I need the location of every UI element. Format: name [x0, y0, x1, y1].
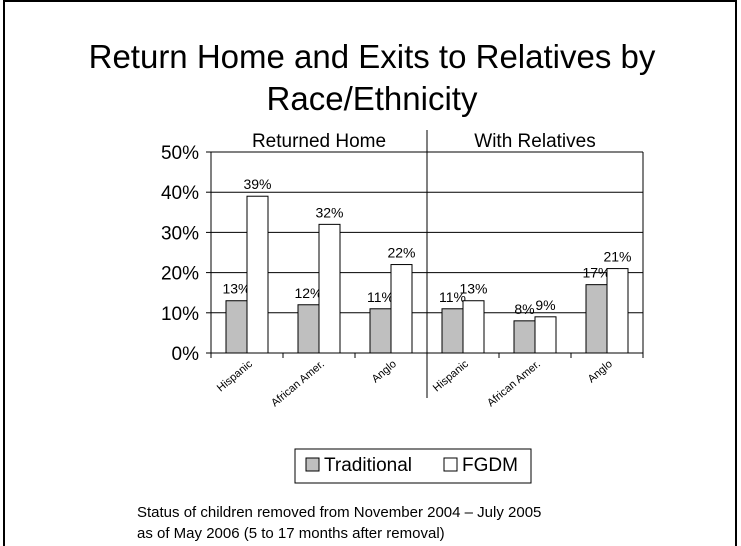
data-label: 17% — [582, 265, 610, 281]
data-label: 11% — [367, 289, 394, 305]
data-label: 12% — [294, 285, 322, 301]
data-label: 22% — [387, 245, 415, 261]
bar-traditional — [297, 304, 320, 354]
bar-traditional — [585, 284, 608, 354]
y-tick-label: 50% — [161, 143, 199, 164]
legend-swatch — [305, 457, 320, 472]
data-label: 8% — [514, 301, 534, 317]
x-tick-label: Anglo — [370, 358, 399, 385]
x-tick-label: African Amer. — [269, 358, 327, 409]
data-label: 13% — [459, 281, 487, 297]
x-tick-label: African Amer. — [485, 358, 543, 409]
slide: Return Home and Exits to Relatives by Ra… — [3, 0, 737, 546]
bar-traditional — [441, 308, 464, 354]
y-tick-label: 40% — [161, 183, 199, 204]
footnote: Status of children removed from November… — [137, 502, 541, 544]
y-tick-label: 10% — [161, 304, 199, 325]
bar-fgdm — [606, 268, 629, 354]
bar-fgdm — [390, 264, 413, 354]
x-tick-label: Hispanic — [215, 358, 255, 395]
bar-traditional — [513, 320, 536, 354]
bar-fgdm — [246, 195, 269, 354]
bar-fgdm — [318, 223, 341, 354]
bar-fgdm — [462, 300, 485, 354]
bar-traditional — [369, 308, 392, 354]
footnote-line1: Status of children removed from November… — [137, 504, 542, 521]
x-tick-label: Hispanic — [431, 358, 471, 395]
group-label: Returned Home — [252, 131, 386, 152]
y-tick-label: 0% — [172, 344, 200, 365]
y-tick-label: 30% — [161, 223, 199, 244]
legend-label: FGDM — [462, 455, 518, 476]
data-label: 9% — [535, 297, 555, 313]
legend — [294, 448, 532, 484]
data-label: 39% — [243, 176, 271, 192]
bar-traditional — [225, 300, 248, 354]
x-tick-label: Anglo — [586, 358, 615, 385]
bar-chart: 0% 10% 20% 30% 40% 50% Returned Home With Relat… — [161, 130, 644, 484]
footnote-line2: as of May 2006 (5 to 17 months after rem… — [137, 525, 445, 542]
chart-title: Return Home and Exits to Relatives by Ra… — [5, 36, 739, 120]
group-label: With Relatives — [474, 131, 595, 152]
data-label: 21% — [603, 249, 631, 265]
data-label: 11% — [439, 289, 466, 305]
y-tick-label: 20% — [161, 264, 199, 285]
legend-swatch — [443, 457, 458, 472]
legend-label: Traditional — [324, 455, 412, 476]
data-label: 13% — [222, 281, 250, 297]
chart-title-line1: Return Home and Exits to Relatives by — [88, 38, 656, 75]
chart-title-line2: Race/Ethnicity — [266, 80, 478, 117]
bar-fgdm — [534, 316, 557, 354]
data-label: 32% — [315, 204, 343, 220]
